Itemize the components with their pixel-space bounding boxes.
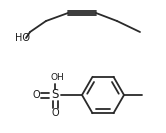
Text: HO: HO xyxy=(15,33,30,43)
Text: O: O xyxy=(51,108,59,118)
Text: O: O xyxy=(32,90,40,100)
Text: S: S xyxy=(51,88,59,101)
Text: OH: OH xyxy=(50,74,64,82)
